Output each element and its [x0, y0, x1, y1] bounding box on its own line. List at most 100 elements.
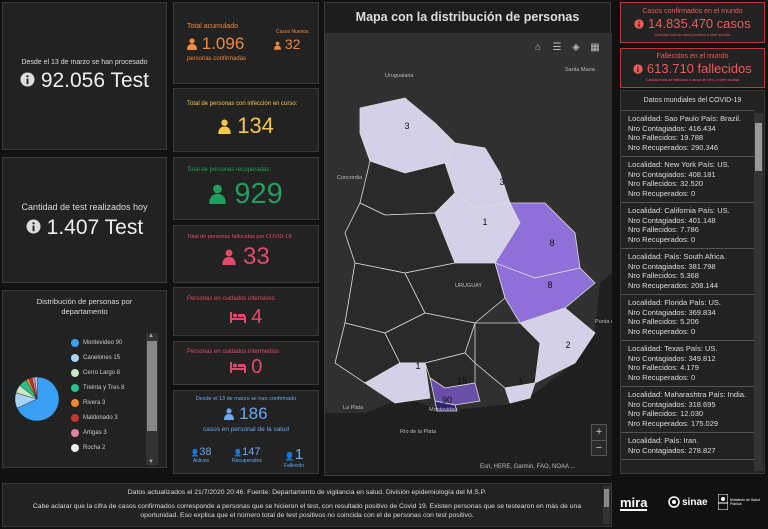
world-item-infected: Nro Contagiados: 401.148	[628, 215, 716, 225]
world-list-item[interactable]: Localidad: Florida País: US. Nro Contagia…	[621, 295, 754, 341]
health-active-value: 38	[199, 446, 212, 458]
pie-legend-item[interactable]: Treinta y Tres 8	[71, 384, 124, 392]
world-list-item[interactable]: Localidad: Maharashtra País: India. Nro C…	[621, 387, 754, 433]
tests-total-value: 92.056 Test	[40, 69, 150, 92]
footer-notes: Datos actualizados el 21/7/2020 20:46. F…	[2, 483, 612, 527]
legend-swatch	[71, 339, 79, 347]
person-icon	[222, 244, 236, 272]
pie-legend-item[interactable]: Maldonado 3	[71, 414, 118, 422]
deceased-value: 33	[242, 243, 270, 270]
department-pie-card: Distribución de personas por departament…	[2, 290, 167, 468]
legend-scrollbar[interactable]: ▲ ▼	[146, 333, 158, 465]
qr-icon[interactable]: ▦	[590, 42, 600, 53]
sinae-logo: sinae	[668, 496, 708, 508]
health-sub: casos en personal de la salud	[202, 425, 289, 433]
place-label: Concordia	[337, 175, 363, 181]
health-active-label: Activos	[192, 458, 210, 464]
active-value: 134	[237, 113, 274, 138]
footer-scrollbar[interactable]	[603, 486, 610, 524]
legend-label: Cerro Largo 8	[83, 370, 121, 376]
place-label: Santa Maria	[565, 67, 596, 73]
department-pie-chart[interactable]	[13, 375, 61, 423]
person-icon	[224, 405, 235, 425]
bed-icon	[229, 356, 246, 379]
world-list-scroll[interactable]: Localidad: Sao Paulo País: Brazil. Nro Co…	[621, 110, 754, 464]
dept-count-label: 8	[547, 280, 552, 290]
legend-label: Maldonado 3	[83, 415, 118, 421]
pie-legend-item[interactable]: Rocha 2	[71, 444, 105, 452]
pie-slice[interactable]	[34, 376, 38, 400]
world-list-item[interactable]: Localidad: Sao Paulo País: Brazil. Nro Co…	[621, 111, 754, 157]
world-list-item[interactable]: Localidad: Texas País: US. Nro Contagiado…	[621, 341, 754, 387]
intensive-title: Personas en cuidados intensivos	[187, 296, 275, 302]
world-item-infected: Nro Contagiados: 416.434	[628, 123, 716, 133]
bed-icon	[229, 306, 246, 329]
health-recovered-value: 147	[242, 446, 261, 458]
zoom-out-button[interactable]: −	[595, 442, 603, 454]
active-infections-card: Total de personas con infección en curso…	[173, 88, 319, 152]
pie-legend-item[interactable]: Artigas 3	[71, 429, 107, 437]
intermediate-value: 0	[251, 356, 263, 378]
world-item-recovered: Nro Recuperados: 0	[628, 326, 696, 336]
pie-slice[interactable]	[16, 376, 60, 422]
info-icon	[20, 69, 35, 93]
legend-label: Treinta y Tres 8	[83, 385, 125, 391]
world-item-deaths: Nro Fallecidos: 19.788	[628, 133, 704, 142]
health-recovered-label: Recuperados	[232, 458, 262, 464]
person-icon	[274, 37, 281, 53]
world-confirmed-value: 14.835.470 casos	[647, 16, 751, 31]
world-item-deaths: Nro Fallecidos: 5.368	[628, 271, 699, 280]
pie-legend-item[interactable]: Rivera 3	[71, 399, 105, 407]
place-label: Río de la Plata	[400, 429, 437, 435]
footer-update-line: Datos actualizados el 21/7/2020 20:46. F…	[127, 489, 487, 496]
tests-today-value: 1.407 Test	[46, 216, 144, 239]
legend-swatch	[71, 369, 79, 377]
world-list-item[interactable]: Localidad: New York País: US. Nro Contagi…	[621, 157, 754, 203]
person-icon	[218, 114, 231, 140]
world-list-item[interactable]: Localidad: California País: US. Nro Conta…	[621, 203, 754, 249]
world-item-deaths: Nro Fallecidos: 32.520	[628, 179, 704, 188]
dept-count-label: 2	[565, 340, 570, 350]
home-icon[interactable]: ⌂	[534, 42, 542, 53]
place-label: Montevideo	[429, 407, 457, 413]
pie-legend-item[interactable]: Cerro Largo 8	[71, 369, 120, 377]
world-deaths-note: Cantidad total de fallecidos a causa del…	[645, 78, 740, 83]
world-item-infected: Nro Contagiados: 278.827	[628, 445, 716, 455]
info-icon	[633, 62, 643, 77]
world-item-location: Localidad: Texas País: US.	[628, 344, 718, 353]
pie-legend-item[interactable]: Montevideo 90	[71, 339, 122, 347]
world-confirmed-title: Casos confirmados en el mundo	[642, 8, 743, 15]
dept-count-label: 8	[549, 238, 554, 248]
world-list-item[interactable]: Localidad: País: Iran. Nro Contagiados: 2…	[621, 433, 754, 460]
intermediate-title: Personas en cuidados intermedios	[187, 349, 280, 355]
world-item-location: Localidad: País: South Africa.	[628, 252, 726, 261]
person-icon	[187, 35, 197, 55]
legend-label: Rocha 2	[83, 445, 106, 451]
world-list-item[interactable]: Localidad: País: South Africa. Nro Contag…	[621, 249, 754, 295]
person-icon	[209, 179, 227, 212]
uruguay-map[interactable]: 3 3 1 8 8 2 1 15 3 90 Uruguaiana Santa Maria Concor…	[325, 33, 612, 475]
mira-logo: mira	[620, 495, 648, 511]
world-item-location: Localidad: New York País: US.	[628, 160, 730, 169]
intensive-value: 4	[251, 306, 263, 328]
zoom-controls: + −	[591, 424, 607, 456]
dept-maldonado	[504, 382, 536, 404]
dept-count-label: 3	[404, 121, 409, 131]
world-item-location: Localidad: País: Iran.	[628, 436, 699, 445]
world-item-recovered: Nro Recuperados: 290.346	[628, 142, 719, 152]
world-item-infected: Nro Contagiados: 369.834	[628, 307, 716, 317]
world-item-location: Localidad: Florida País: US.	[628, 298, 721, 307]
layers-icon[interactable]: ◈	[572, 42, 580, 53]
pie-legend-item[interactable]: Canelones 15	[71, 354, 120, 362]
world-item-recovered: Nro Recuperados: 0	[628, 188, 696, 198]
list-icon[interactable]: ☰	[552, 42, 562, 53]
pie-title: Distribución de personas por departament…	[36, 297, 133, 316]
deceased-card: Total de personas fallecidas por COVID-1…	[173, 225, 319, 283]
world-item-infected: Nro Contagiados: 381.798	[628, 261, 716, 271]
total-accumulated-card: Total acumulado 1.096 personas confirmad…	[173, 2, 319, 84]
health-deceased-label: Fallecido	[283, 463, 304, 469]
world-list-scrollbar[interactable]	[754, 113, 763, 471]
dept-count-label: 3	[517, 377, 522, 387]
map-panel[interactable]: Mapa con la distribución de personas	[324, 2, 612, 476]
zoom-in-button[interactable]: +	[592, 425, 606, 441]
